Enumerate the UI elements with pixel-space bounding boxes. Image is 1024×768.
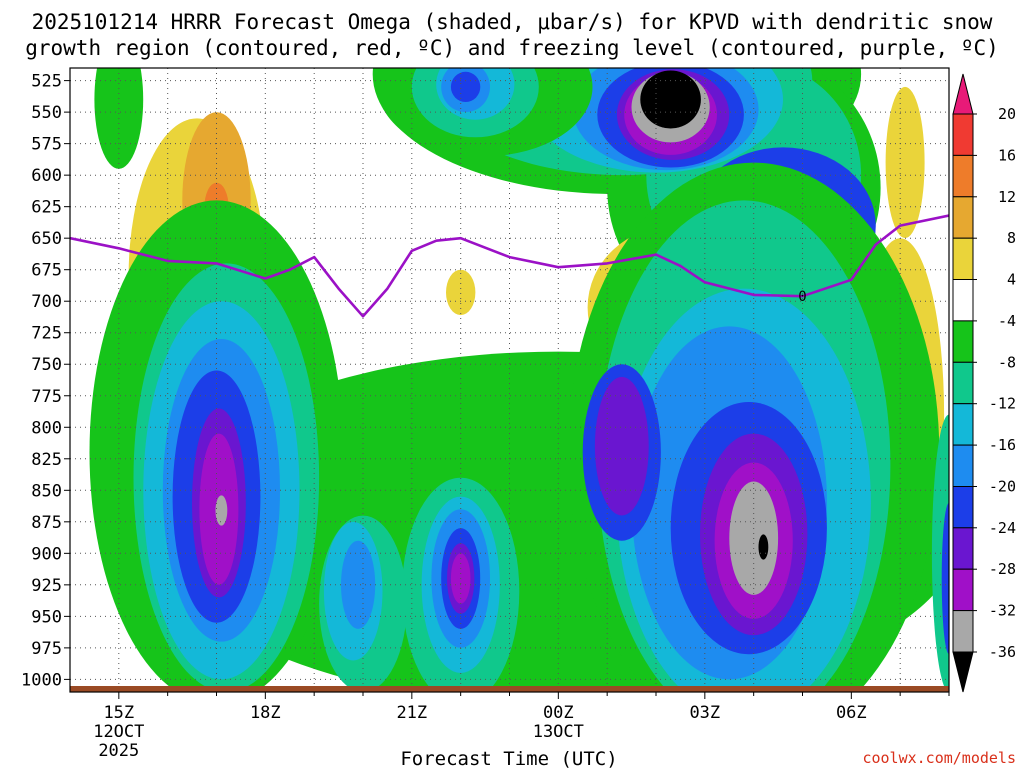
colorbar-label: 12: [998, 188, 1016, 206]
y-tick-label: 700: [31, 292, 62, 312]
colorbar-label: -8: [998, 353, 1016, 371]
freezing-level-contour: [70, 214, 949, 318]
x-tick-label: 06Z: [836, 703, 867, 723]
colorbar-label: -4: [998, 312, 1016, 330]
y-tick-label: 975: [31, 639, 62, 659]
colorbar-swatch: [952, 486, 974, 529]
colorbar-swatch: [952, 361, 974, 405]
gridlines: [70, 68, 949, 692]
colorbar-label: 16: [998, 146, 1016, 164]
x-tick-label: 03Z: [689, 703, 720, 723]
ground-surface-strip: [70, 686, 949, 692]
omega-shading: [89, 68, 949, 692]
x-tick-date: 12OCT: [93, 722, 144, 742]
y-tick-label: 725: [31, 324, 62, 344]
colorbar-label: -28: [989, 560, 1016, 578]
y-axis-pressure: 525 550 575 600 625 650 675 700 725 750 775 800 825 8…: [21, 72, 70, 690]
x-tick-label: 21Z: [396, 703, 427, 723]
colorbar-swatch: [952, 568, 974, 612]
x-tick-date: 13OCT: [533, 722, 584, 742]
omega-shade-region: [885, 86, 925, 239]
omega-shade-region: [446, 269, 476, 316]
colorbar-swatch: [952, 527, 974, 570]
y-tick-label: 875: [31, 513, 62, 533]
colorbar-swatch: [952, 154, 974, 198]
omega-shade-region: [215, 495, 228, 526]
colorbar-swatch: [952, 196, 974, 239]
y-tick-label: 575: [31, 135, 62, 155]
omega-shade-region: [450, 71, 481, 102]
colorbar-label: -24: [989, 519, 1016, 537]
x-tick-label: 15Z: [103, 703, 134, 723]
y-tick-label: 675: [31, 261, 62, 281]
chart-title-line-2: growth region (contoured, red, ºC) and f…: [25, 36, 999, 60]
colorbar-swatch: [952, 279, 974, 322]
x-axis-title: Forecast Time (UTC): [400, 748, 617, 768]
omega-shade-region: [640, 70, 701, 129]
y-tick-label: 900: [31, 544, 62, 564]
credit-link[interactable]: coolwx.com/models: [862, 749, 1016, 767]
omega-shade-region: [594, 376, 649, 516]
y-tick-label: 925: [31, 576, 62, 596]
x-tick-year: 2025: [98, 741, 139, 761]
omega-shade-region: [341, 540, 376, 629]
colorbar-label: -16: [989, 436, 1016, 454]
y-tick-label: 525: [31, 72, 62, 92]
y-tick-label: 750: [31, 355, 62, 375]
colorbar-swatch: [952, 320, 974, 363]
plot-area: [70, 68, 949, 692]
y-tick-label: 650: [31, 229, 62, 249]
colorbar-swatch: [952, 403, 974, 446]
y-tick-label: 600: [31, 166, 62, 186]
colorbar-swatch: [952, 237, 974, 281]
freezing-level-contour-label: 0: [798, 289, 806, 305]
chart-title-line-1: 2025101214 HRRR Forecast Omega (shaded, …: [32, 10, 993, 34]
colorbar-label: -36: [989, 643, 1016, 661]
colorbar-swatch: [952, 610, 974, 653]
y-tick-label: 800: [31, 418, 62, 438]
y-tick-label: 950: [31, 607, 62, 627]
y-tick-label: 850: [31, 481, 62, 501]
colorbar-swatch: [952, 444, 974, 488]
omega-shade-region: [758, 534, 769, 560]
y-tick-label: 550: [31, 103, 62, 123]
colorbar-bottom-triangle: [952, 651, 974, 693]
x-tick-label: 00Z: [543, 703, 574, 723]
y-tick-label: 775: [31, 387, 62, 407]
omega-shade-region: [941, 502, 949, 655]
colorbar-label: 8: [1007, 229, 1016, 247]
colorbar-label: 4: [1007, 271, 1016, 289]
colorbar-swatch: [952, 113, 974, 156]
colorbar-label: -32: [989, 602, 1016, 620]
y-tick-label: 625: [31, 198, 62, 218]
colorbar-label: 20: [998, 105, 1016, 123]
y-tick-label: 1000: [21, 670, 62, 690]
y-tick-label: 825: [31, 450, 62, 470]
colorbar-top-triangle: [952, 73, 974, 115]
colorbar-label: -12: [989, 395, 1016, 413]
colorbar: 20 16 12 8 4 -4 -8 -12 -16 -20 -24 -28 -32 -36: [952, 73, 1016, 693]
colorbar-label: -20: [989, 478, 1016, 496]
x-tick-label: 18Z: [250, 703, 281, 723]
